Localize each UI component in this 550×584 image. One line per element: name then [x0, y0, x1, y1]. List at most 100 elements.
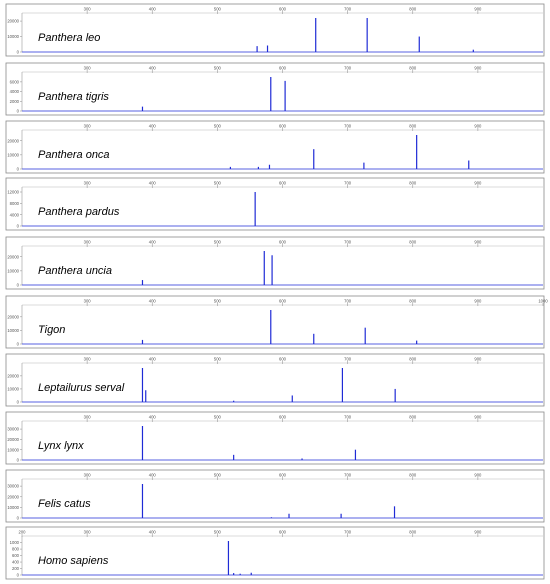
- x-tick-label: 600: [279, 299, 287, 304]
- species-label: Homo sapiens: [38, 555, 109, 567]
- x-tick-label: 800: [409, 299, 417, 304]
- x-tick-label: 600: [279, 530, 287, 535]
- y-tick-label: 2000: [10, 99, 20, 104]
- panel-9: 200 300 400 500 600 700 800 9000200400600800100…: [5, 526, 545, 580]
- x-tick-label: 900: [474, 240, 482, 245]
- panel-frame: [5, 295, 545, 349]
- y-tick-label: 4000: [10, 212, 20, 217]
- x-tick-label: 500: [214, 357, 222, 362]
- panel-frame: [5, 3, 545, 57]
- x-tick-label: 300: [84, 357, 92, 362]
- x-tick-label: 700: [344, 530, 352, 535]
- x-tick-label: 300: [84, 66, 92, 71]
- x-tick-label: 600: [279, 240, 287, 245]
- species-label: Lynx lynx: [38, 440, 84, 452]
- panel-frame: [5, 469, 545, 523]
- y-tick-label: 10000: [7, 505, 19, 510]
- x-tick-label: 400: [149, 357, 157, 362]
- x-tick-label: 500: [214, 7, 222, 12]
- x-tick-label: 900: [474, 530, 482, 535]
- y-tick-label: 10000: [7, 328, 19, 333]
- x-tick-label: 300: [84, 7, 92, 12]
- x-tick-label: 700: [344, 240, 352, 245]
- species-label: Panthera pardus: [38, 206, 120, 218]
- y-tick-label: 0: [17, 167, 20, 172]
- x-tick-label: 500: [214, 240, 222, 245]
- y-tick-label: 10000: [7, 152, 19, 157]
- x-tick-label: 500: [214, 415, 222, 420]
- x-tick-label: 700: [344, 415, 352, 420]
- x-tick-label: 300: [84, 473, 92, 478]
- y-tick-label: 0: [17, 50, 20, 55]
- x-tick-label: 600: [279, 181, 287, 186]
- x-tick-label: 1000: [538, 299, 548, 304]
- x-tick-label: 300: [84, 415, 92, 420]
- x-tick-label: 800: [409, 473, 417, 478]
- species-label: Panthera leo: [38, 32, 100, 44]
- panel-1: 300 400 500 600 700 800 900 0 2000 4000 6000 Panthe…: [5, 62, 545, 116]
- x-tick-label: 400: [149, 415, 157, 420]
- y-tick-label: 20000: [7, 437, 19, 442]
- y-tick-label: 0: [17, 342, 20, 347]
- panel-6: 300 400 500 600 700 800 900 0 10000 20000 Leptailu…: [5, 353, 545, 407]
- species-label: Panthera uncia: [38, 265, 112, 277]
- x-tick-label: 900: [474, 124, 482, 129]
- panel-frame: [5, 411, 545, 465]
- x-tick-label: 800: [409, 66, 417, 71]
- x-tick-label: 400: [149, 530, 157, 535]
- panel-0: 300 400 500 600 700 800 900 0 10000 20000 Panthera…: [5, 3, 545, 57]
- x-tick-label: 900: [474, 415, 482, 420]
- x-tick-label: 900: [474, 66, 482, 71]
- panel-frame: [5, 353, 545, 407]
- panel-frame: [5, 526, 545, 580]
- x-tick-label: 500: [214, 473, 222, 478]
- species-label: Tigon: [38, 324, 65, 336]
- panel-frame: [5, 236, 545, 290]
- x-tick-label: 900: [474, 181, 482, 186]
- y-tick-label: 30000: [7, 427, 19, 432]
- y-tick-label: 600: [12, 553, 20, 558]
- x-tick-label: 700: [344, 299, 352, 304]
- x-tick-label: 900: [474, 357, 482, 362]
- x-tick-label: 500: [214, 530, 222, 535]
- x-tick-label: 500: [214, 66, 222, 71]
- species-label: Panthera onca: [38, 149, 110, 161]
- x-tick-label: 600: [279, 66, 287, 71]
- y-tick-label: 1000: [10, 540, 20, 545]
- y-tick-label: 0: [17, 224, 20, 229]
- x-tick-label: 600: [279, 473, 287, 478]
- y-tick-label: 200: [12, 566, 20, 571]
- panel-7: 300 400 500 600 700 800 900 0 10000 20000 30000 Lyn…: [5, 411, 545, 465]
- y-tick-label: 10000: [7, 387, 19, 392]
- x-tick-label: 400: [149, 124, 157, 129]
- panel-frame: [5, 62, 545, 116]
- y-tick-label: 10000: [7, 447, 19, 452]
- species-label: Panthera tigris: [38, 91, 109, 103]
- x-tick-label: 800: [409, 530, 417, 535]
- x-tick-label: 800: [409, 7, 417, 12]
- y-tick-label: 20000: [7, 254, 19, 259]
- x-tick-label: 700: [344, 124, 352, 129]
- y-tick-label: 20000: [7, 19, 19, 24]
- x-tick-label: 300: [84, 240, 92, 245]
- y-tick-label: 0: [17, 109, 20, 114]
- x-tick-label: 600: [279, 124, 287, 129]
- x-tick-label: 800: [409, 357, 417, 362]
- x-tick-label: 800: [409, 415, 417, 420]
- y-tick-label: 800: [12, 547, 20, 552]
- x-tick-label: 400: [149, 66, 157, 71]
- x-tick-label: 700: [344, 66, 352, 71]
- x-tick-label: 300: [84, 530, 92, 535]
- x-tick-label: 500: [214, 299, 222, 304]
- x-tick-label: 400: [149, 181, 157, 186]
- x-tick-label: 400: [149, 299, 157, 304]
- y-tick-label: 12000: [7, 190, 19, 195]
- y-tick-label: 10000: [7, 268, 19, 273]
- x-tick-label: 800: [409, 181, 417, 186]
- x-tick-label: 700: [344, 7, 352, 12]
- x-tick-label: 400: [149, 7, 157, 12]
- x-tick-label: 600: [279, 357, 287, 362]
- x-tick-label: 900: [474, 299, 482, 304]
- x-tick-label: 300: [84, 124, 92, 129]
